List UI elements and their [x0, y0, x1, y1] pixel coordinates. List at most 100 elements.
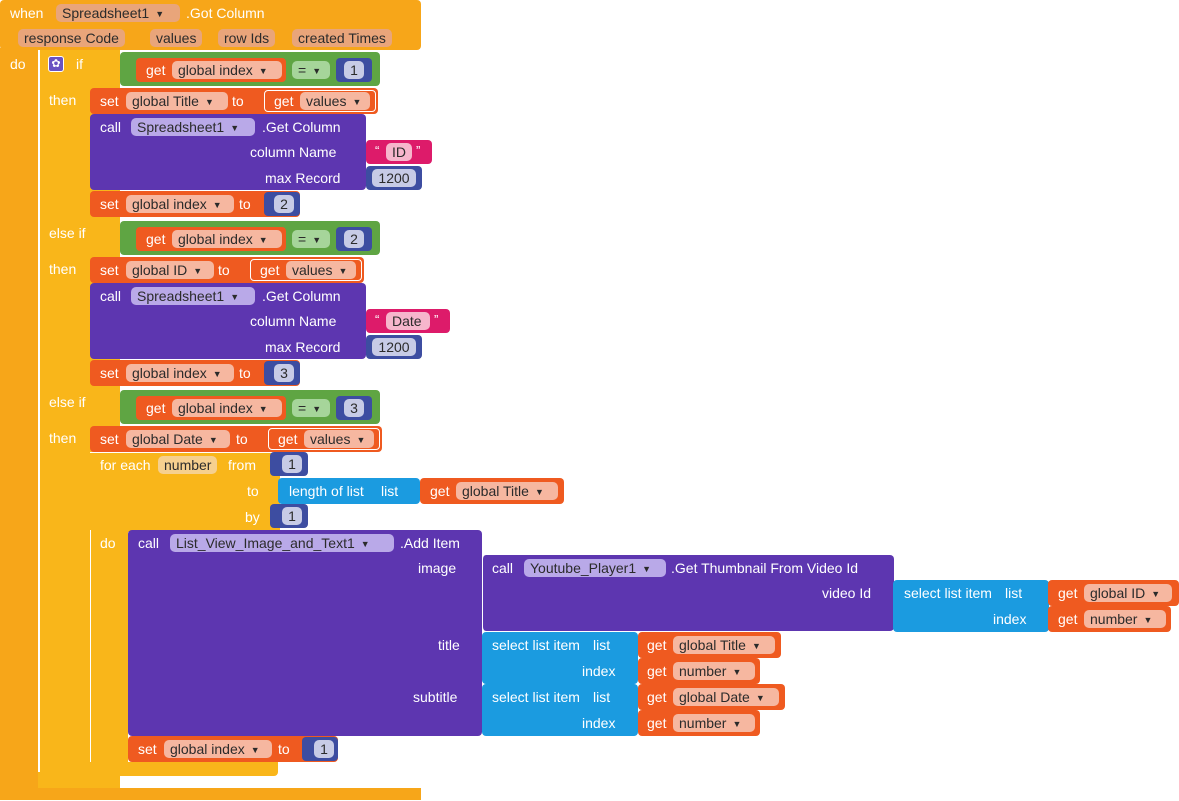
number-value[interactable]: 1200 [372, 338, 416, 356]
get-label: get [647, 689, 667, 705]
number-value[interactable]: 1 [282, 455, 302, 473]
list-label: list [593, 689, 611, 705]
gear-icon[interactable]: ✿ [48, 56, 64, 72]
param-created-times[interactable]: created Times [292, 29, 392, 47]
get-label: get [647, 637, 667, 653]
var-dropdown[interactable]: global index ▼ [126, 195, 234, 213]
chevron-down-icon: ▼ [155, 9, 165, 19]
then-label-1: then [49, 92, 77, 108]
var-dropdown[interactable]: global index ▼ [172, 399, 282, 417]
select-list-item-label: select list item [904, 585, 992, 601]
chevron-down-icon: ▼ [312, 404, 322, 414]
chevron-down-icon: ▼ [751, 641, 761, 651]
quote-open: “ [375, 143, 380, 158]
var-dropdown[interactable]: global index ▼ [172, 230, 282, 248]
select-list-item-label: select list item [492, 637, 580, 653]
event-block-footer [0, 788, 421, 800]
from-label: from [228, 457, 256, 473]
var-dropdown[interactable]: global index ▼ [126, 364, 234, 382]
eq-operator-dropdown[interactable]: = ▼ [292, 230, 330, 248]
loop-variable-number[interactable]: number [158, 456, 218, 474]
chevron-down-icon: ▼ [642, 564, 652, 574]
component-dropdown[interactable]: Spreadsheet1 ▼ [131, 118, 255, 136]
get-label: get [146, 62, 166, 78]
var-dropdown[interactable]: global Title ▼ [673, 636, 775, 654]
list-label: list [381, 483, 399, 499]
number-value[interactable]: 1200 [372, 169, 416, 187]
get-label: get [1058, 585, 1078, 601]
var-dropdown[interactable]: global ID ▼ [1084, 584, 1172, 602]
number-value[interactable]: 1 [314, 740, 334, 758]
var-dropdown[interactable]: values ▼ [286, 261, 356, 279]
chevron-down-icon: ▼ [732, 719, 742, 729]
component-dropdown[interactable]: Youtube_Player1 ▼ [524, 559, 666, 577]
chevron-down-icon: ▼ [338, 266, 348, 276]
chevron-down-icon: ▼ [208, 435, 218, 445]
for-each-label: for each [100, 457, 151, 473]
if-block-footer [38, 772, 120, 788]
var-dropdown[interactable]: global index ▼ [164, 740, 272, 758]
var-dropdown[interactable]: number ▼ [1084, 610, 1166, 628]
eq-operator-dropdown[interactable]: = ▼ [292, 399, 330, 417]
by-label: by [245, 509, 260, 525]
event-do-label: do [10, 56, 26, 72]
param-values[interactable]: values [150, 29, 203, 47]
number-value[interactable]: 3 [274, 364, 294, 382]
method-name: .Get Thumbnail From Video Id [671, 560, 859, 576]
call-label: call [138, 535, 160, 551]
get-label: get [647, 663, 667, 679]
var-dropdown[interactable]: global index ▼ [172, 61, 282, 79]
call-label: call [492, 560, 514, 576]
select-list-item-block-2[interactable] [482, 632, 638, 684]
var-dropdown[interactable]: number ▼ [673, 714, 755, 732]
number-value[interactable]: 2 [274, 195, 294, 213]
var-dropdown[interactable]: values ▼ [300, 92, 370, 110]
select-list-item-block-3[interactable] [482, 684, 638, 736]
var-dropdown[interactable]: global Title ▼ [126, 92, 228, 110]
text-value[interactable]: Date [386, 312, 430, 330]
chevron-down-icon: ▼ [258, 66, 268, 76]
number-value[interactable]: 3 [344, 399, 364, 417]
eq-operator-dropdown[interactable]: = ▼ [292, 61, 330, 79]
component-dropdown[interactable]: List_View_Image_and_Text1 ▼ [170, 534, 394, 552]
number-value[interactable]: 1 [344, 61, 364, 79]
chevron-down-icon: ▼ [204, 97, 214, 107]
var-dropdown[interactable]: number ▼ [673, 662, 755, 680]
column-name-label: column Name [250, 144, 337, 160]
event-component-dropdown[interactable]: Spreadsheet1 ▼ [56, 4, 180, 22]
max-record-label: max Record [265, 339, 341, 355]
quote-close: ” [434, 312, 439, 327]
get-label: get [260, 262, 280, 278]
var-dropdown[interactable]: values ▼ [304, 430, 374, 448]
chevron-down-icon: ▼ [352, 97, 362, 107]
event-name: .Got Column [186, 5, 265, 21]
call-add-item-block[interactable] [128, 530, 482, 736]
var-dropdown[interactable]: global Title ▼ [456, 482, 558, 500]
column-name-label: column Name [250, 313, 337, 329]
loop-do-label: do [100, 535, 116, 551]
index-label: index [993, 611, 1027, 627]
select-list-item-block-1[interactable] [893, 580, 1049, 632]
component-dropdown[interactable]: Spreadsheet1 ▼ [131, 287, 255, 305]
text-value[interactable]: ID [386, 143, 412, 161]
set-label: set [100, 365, 119, 381]
method-name: .Get Column [262, 119, 341, 135]
var-dropdown[interactable]: global ID ▼ [126, 261, 214, 279]
event-block-left-rail [0, 48, 38, 800]
param-response-code[interactable]: response Code [18, 29, 125, 47]
get-label: get [278, 431, 298, 447]
chevron-down-icon: ▼ [312, 235, 322, 245]
var-dropdown[interactable]: global Date ▼ [673, 688, 779, 706]
chevron-down-icon: ▼ [250, 745, 260, 755]
number-value[interactable]: 2 [344, 230, 364, 248]
var-dropdown[interactable]: global Date ▼ [126, 430, 230, 448]
set-label: set [138, 741, 157, 757]
chevron-down-icon: ▼ [193, 266, 203, 276]
length-of-list-block[interactable] [278, 478, 420, 504]
length-of-list-label: length of list [289, 483, 364, 499]
max-record-label: max Record [265, 170, 341, 186]
param-row-ids[interactable]: row Ids [218, 29, 276, 47]
chevron-down-icon: ▼ [258, 404, 268, 414]
get-label: get [647, 715, 667, 731]
number-value[interactable]: 1 [282, 507, 302, 525]
